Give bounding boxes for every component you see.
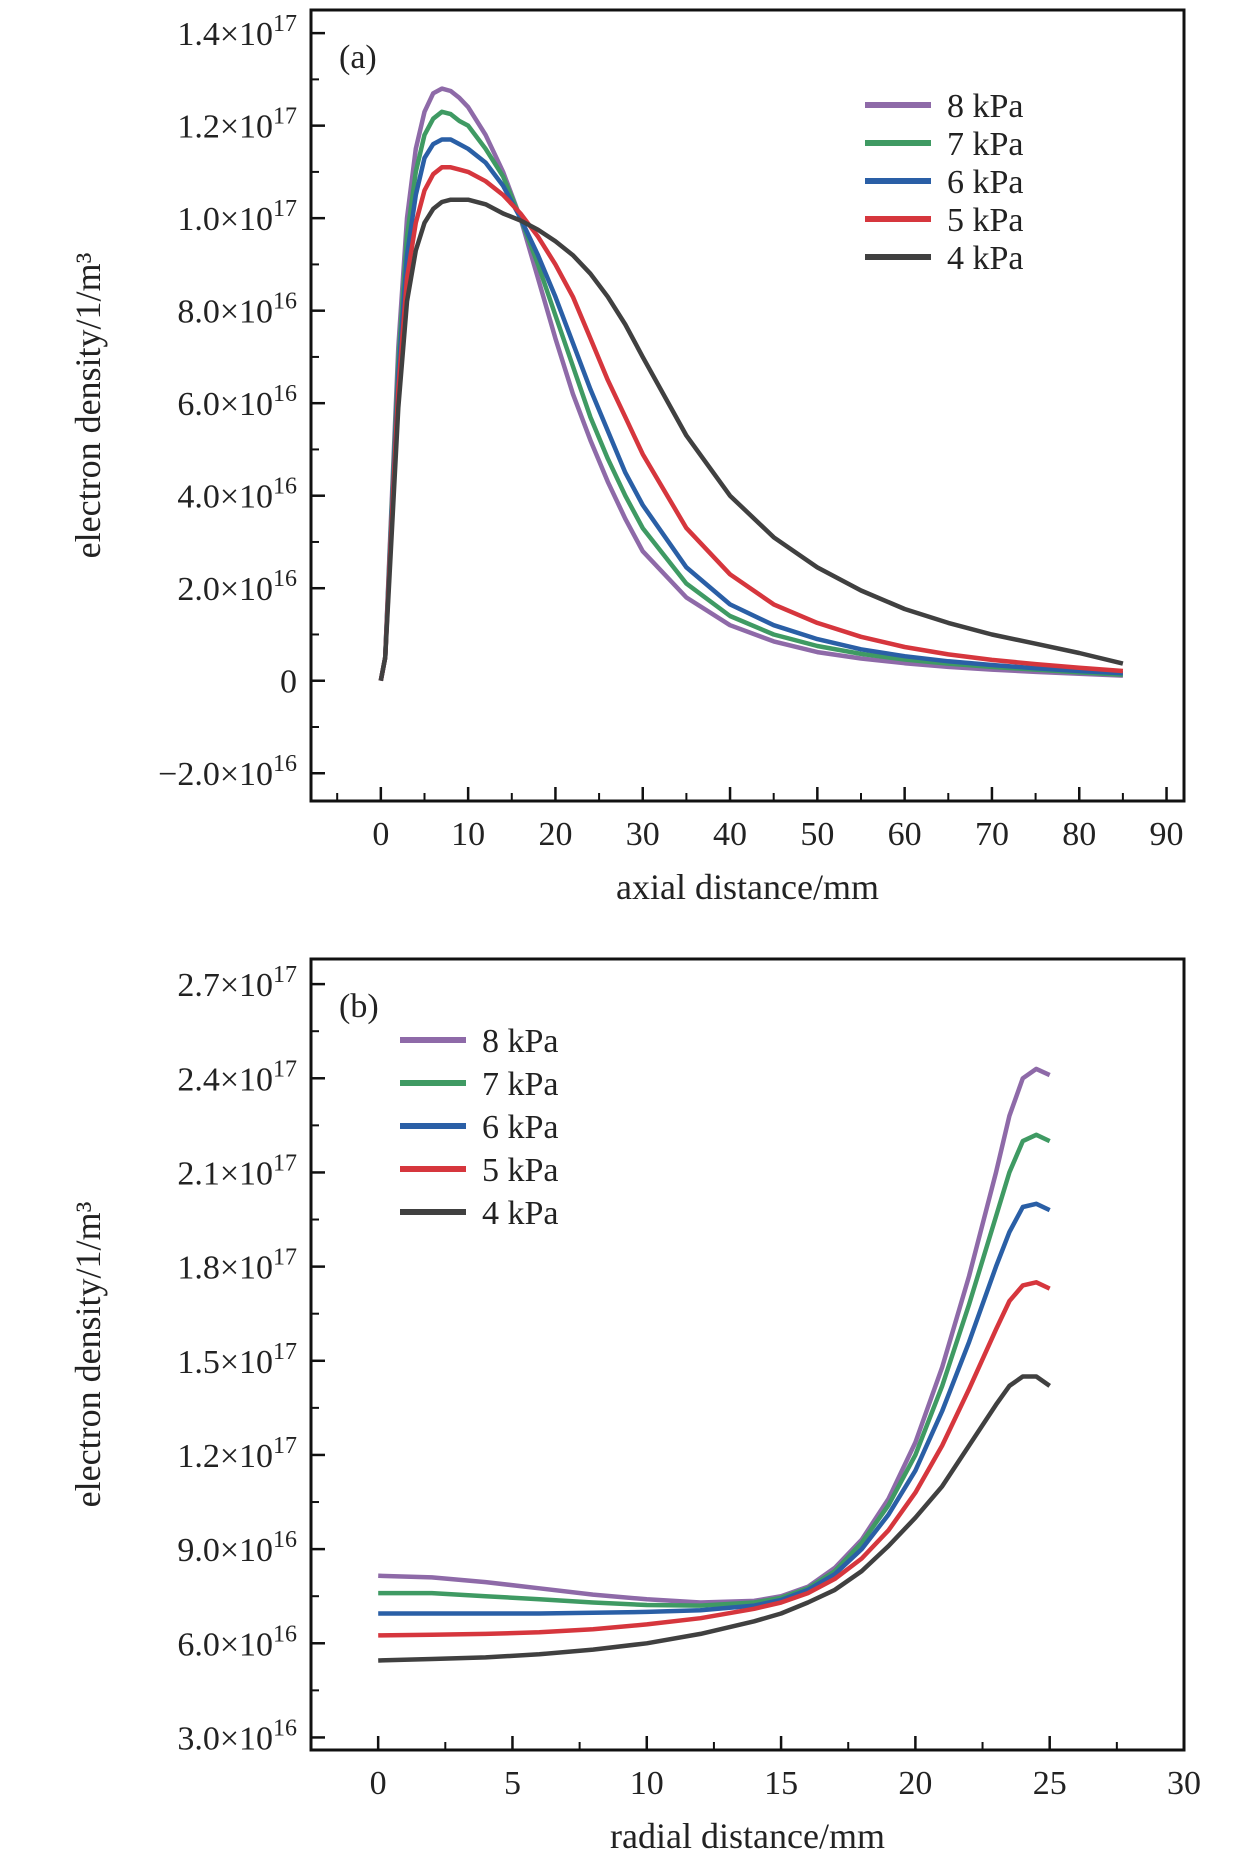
x-tick-label: 30 <box>626 816 660 853</box>
series-line-8-kpa <box>378 1066 1051 1605</box>
x-tick-label: 0 <box>370 1765 387 1802</box>
legend-label: 5 kPa <box>482 1152 559 1189</box>
legend-label: 7 kPa <box>947 126 1024 163</box>
y-tick-label: 1.2×1017 <box>177 104 297 146</box>
chart-panel-a: 0 10 20 30 40 50 60 70 80 90 −2.0×1016 0 2.0×1016 4.0… <box>68 8 1186 907</box>
legend-label: 4 kPa <box>947 240 1024 277</box>
y-tick-label: 3.0×1016 <box>177 1715 297 1757</box>
panel-label-b: (b) <box>339 988 379 1025</box>
x-tick-label: 80 <box>1062 816 1096 853</box>
y-tick-label: 0 <box>280 664 297 701</box>
x-tick-label: 25 <box>1033 1765 1067 1802</box>
series-line-7-kpa <box>378 109 1124 682</box>
legend-label: 7 kPa <box>482 1066 559 1103</box>
x-tick-label: 60 <box>888 816 922 853</box>
series-line-7-kpa <box>378 1132 1051 1608</box>
y-tick-label: 1.4×1017 <box>177 11 297 53</box>
x-tick-label: 20 <box>898 1765 932 1802</box>
y-tick-label: 9.0×1016 <box>177 1527 297 1569</box>
x-tick-label: 15 <box>764 1765 798 1802</box>
series-line-4-kpa <box>378 1374 1051 1663</box>
y-tick-label: 2.7×1017 <box>177 962 297 1004</box>
series-line-6-kpa <box>378 137 1124 682</box>
y-tick-label: 2.1×1017 <box>177 1150 297 1192</box>
legend-label: 8 kPa <box>947 88 1024 125</box>
legend-label: 8 kPa <box>482 1023 559 1060</box>
legend-label: 4 kPa <box>482 1195 559 1232</box>
y-axis-label-a: electron density/1/m³ <box>68 252 108 558</box>
x-tick-label: 20 <box>538 816 572 853</box>
x-axis-label-b: radial distance/mm <box>610 1816 885 1856</box>
x-tick-label: 50 <box>800 816 834 853</box>
series-line-4-kpa <box>378 197 1124 682</box>
y-tick-label: −2.0×1016 <box>158 751 297 793</box>
panel-label-a: (a) <box>339 39 377 76</box>
y-tick-label: 6.0×1016 <box>177 381 297 423</box>
series-line-5-kpa <box>378 1280 1051 1638</box>
y-tick-label: 1.5×1017 <box>177 1339 297 1381</box>
legend-label: 6 kPa <box>947 164 1024 201</box>
y-tick-label: 8.0×1016 <box>177 289 297 331</box>
chart-panel-b: 0 5 10 15 20 25 30 3.0×1016 6.0×1016 9.0×1016 1.2×… <box>68 957 1201 1856</box>
y-tick-label: 2.4×1017 <box>177 1056 297 1098</box>
legend-label: 6 kPa <box>482 1109 559 1146</box>
x-tick-label: 10 <box>630 1765 664 1802</box>
series-line-5-kpa <box>378 165 1124 682</box>
x-axis-label-a: axial distance/mm <box>616 867 879 907</box>
y-tick-label: 1.8×1017 <box>177 1245 297 1287</box>
series-line-6-kpa <box>378 1201 1051 1616</box>
y-tick-label: 4.0×1016 <box>177 474 297 516</box>
y-axis-label-b: electron density/1/m³ <box>68 1201 108 1507</box>
plot-frame <box>309 8 1186 803</box>
x-tick-label: 10 <box>451 816 485 853</box>
series-line-8-kpa <box>378 86 1123 682</box>
x-tick-label: 30 <box>1167 1765 1201 1802</box>
legend-label: 5 kPa <box>947 202 1024 239</box>
x-tick-label: 5 <box>504 1765 521 1802</box>
x-tick-label: 90 <box>1150 816 1184 853</box>
x-tick-label: 40 <box>713 816 747 853</box>
plot-frame <box>309 957 1186 1752</box>
x-tick-label: 0 <box>372 816 389 853</box>
y-tick-label: 1.0×1017 <box>177 196 297 238</box>
y-tick-label: 2.0×1016 <box>177 566 297 608</box>
y-tick-label: 1.2×1017 <box>177 1433 297 1475</box>
x-tick-label: 70 <box>975 816 1009 853</box>
y-tick-label: 6.0×1016 <box>177 1621 297 1663</box>
